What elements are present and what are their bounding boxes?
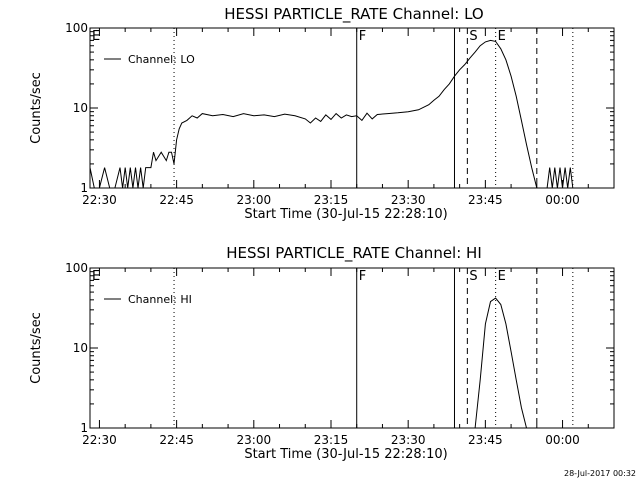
marker-label: E [92, 269, 100, 284]
y-tick-label: 100 [65, 261, 88, 275]
y-tick-label: 100 [65, 21, 88, 35]
x-axis-label: Start Time (30-Jul-15 22:28:10) [244, 207, 447, 222]
x-tick-label: 22:30 [82, 193, 117, 207]
x-tick-label: 23:00 [237, 193, 272, 207]
footer-timestamp: 28-Jul-2017 00:32 [564, 469, 636, 478]
y-tick-label: 1 [80, 421, 88, 435]
series-line [474, 297, 527, 429]
x-tick-label: 00:00 [545, 433, 580, 447]
marker-label: E [498, 29, 506, 44]
marker-label: S [469, 269, 477, 284]
chart-title: HESSI PARTICLE_RATE Channel: LO [224, 5, 483, 24]
legend-entry: Channel: LO [128, 53, 195, 66]
y-tick-label: 10 [73, 341, 88, 355]
x-tick-label: 23:00 [237, 433, 272, 447]
x-tick-label: 23:30 [391, 193, 426, 207]
x-axis-label: Start Time (30-Jul-15 22:28:10) [244, 447, 447, 462]
marker-label: S [469, 29, 477, 44]
x-tick-label: 23:15 [314, 193, 349, 207]
marker-label: E [92, 29, 100, 44]
hi-channel-panel: HESSI PARTICLE_RATE Channel: HI 1 10 100 22:… [29, 244, 615, 462]
x-tick-label: 23:45 [468, 433, 503, 447]
x-tick-label: 22:45 [159, 193, 194, 207]
y-axis-label: Counts/sec [29, 312, 44, 384]
y-axis-label: Counts/sec [29, 72, 44, 144]
x-tick-label: 00:00 [545, 193, 580, 207]
legend-entry: Channel: HI [128, 293, 192, 306]
x-tick-label: 23:45 [468, 193, 503, 207]
marker-label: E [498, 269, 506, 284]
x-tick-label: 23:15 [314, 433, 349, 447]
marker-label: F [359, 269, 366, 284]
y-tick-label: 1 [80, 181, 88, 195]
lo-channel-panel: HESSI PARTICLE_RATE Channel: LO 1 10 100 22:… [29, 5, 615, 222]
x-tick-label: 22:30 [82, 433, 117, 447]
plot-frame [89, 267, 615, 429]
series-line [546, 167, 574, 189]
y-tick-label: 10 [73, 101, 88, 115]
x-tick-label: 23:30 [391, 433, 426, 447]
series-line [89, 39, 538, 189]
chart-title: HESSI PARTICLE_RATE Channel: HI [226, 244, 482, 263]
plot-frame [89, 27, 615, 189]
marker-label: F [359, 29, 366, 44]
x-tick-label: 22:45 [159, 433, 194, 447]
